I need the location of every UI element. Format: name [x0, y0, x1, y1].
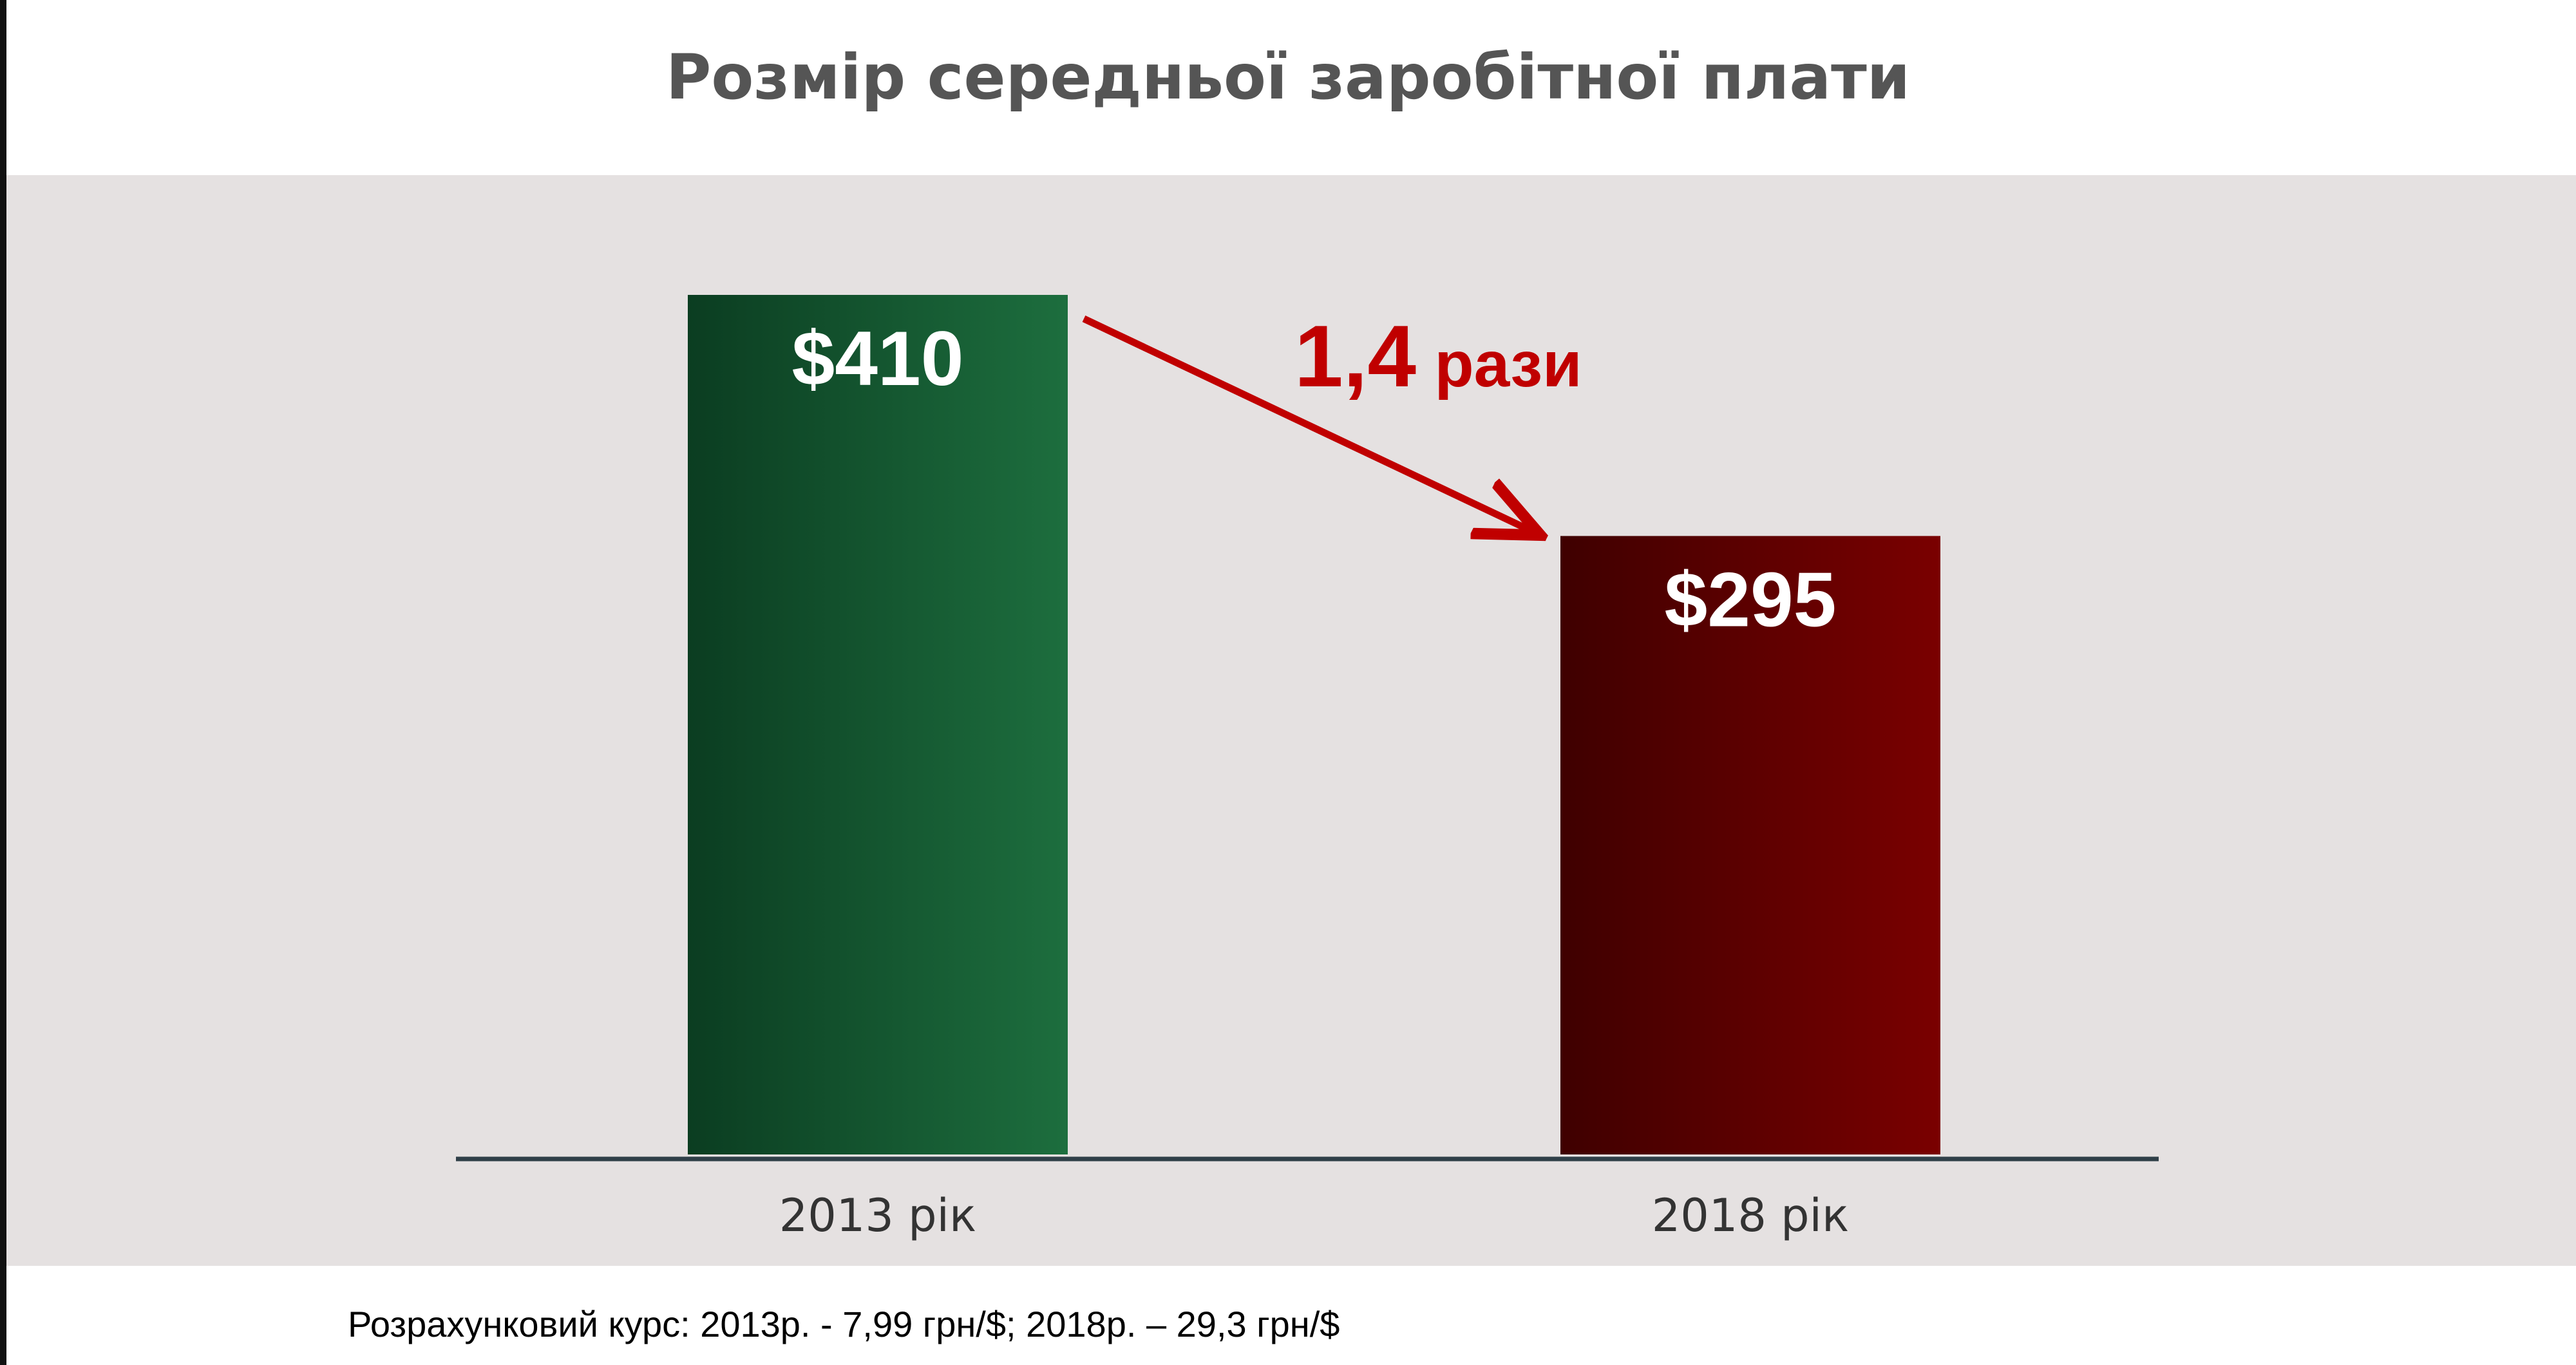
data-label-2018: $295 [1665, 556, 1837, 643]
ratio-annotation: 1,4 рази [1294, 307, 1582, 405]
x-tick-label-2013: 2013 рік [779, 1189, 977, 1242]
left-edge-bar [0, 0, 6, 1365]
x-tick-label-2018: 2018 рік [1652, 1189, 1850, 1242]
exchange-rate-footnote: Розрахунковий курс: 2013р. - 7,99 грн/$;… [348, 1304, 1340, 1344]
chart-panel [6, 175, 2576, 1266]
ratio-unit: рази [1435, 328, 1582, 400]
data-label-2013: $410 [792, 315, 964, 402]
bar-2013 [688, 295, 1068, 1154]
chart-title: Розмір середньої заробітної плати [665, 41, 1911, 113]
decline-arrow [1082, 315, 1534, 532]
bar-2018 [1560, 536, 1940, 1154]
ratio-number: 1,4 [1294, 307, 1416, 405]
